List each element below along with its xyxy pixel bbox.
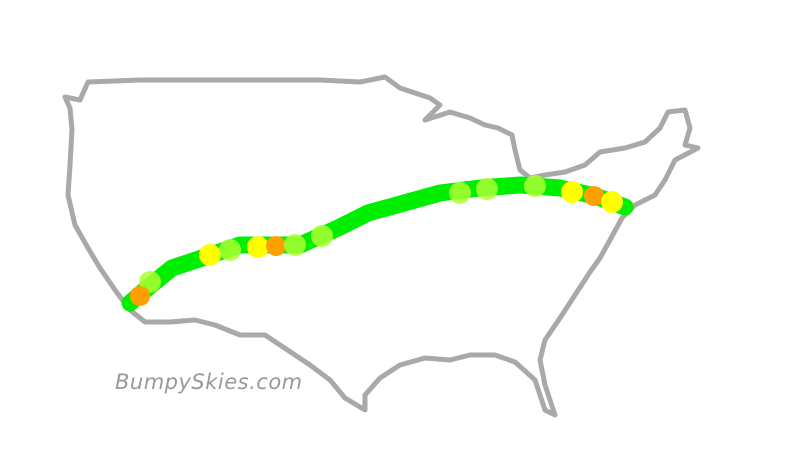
watermark: BumpySkies.com <box>115 370 303 394</box>
turbulence-markers <box>130 175 623 306</box>
turbulence-marker-moderate <box>247 236 269 258</box>
turbulence-marker-light <box>311 225 333 247</box>
turbulence-marker-moderate <box>601 191 623 213</box>
us-outline <box>62 74 701 418</box>
turbulence-marker-heavy <box>584 186 604 206</box>
turbulence-marker-heavy <box>130 286 150 306</box>
turbulence-marker-light <box>476 178 498 200</box>
turbulence-marker-light <box>524 175 546 197</box>
turbulence-marker-moderate <box>561 181 583 203</box>
turbulence-marker-heavy <box>266 236 286 256</box>
flight-route <box>121 176 634 312</box>
turbulence-marker-light <box>284 234 306 256</box>
turbulence-marker-light <box>449 182 471 204</box>
turbulence-marker-light <box>219 239 241 261</box>
turbulence-marker-moderate <box>199 244 221 266</box>
